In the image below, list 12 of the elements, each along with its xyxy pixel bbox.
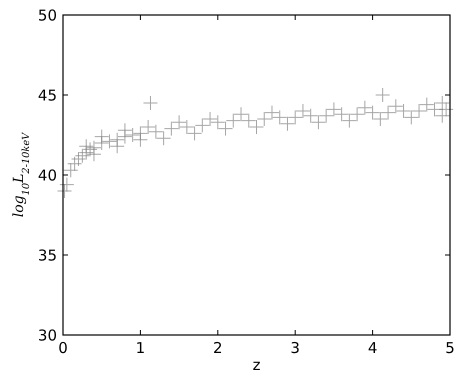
x-tick-label: 4 xyxy=(368,339,378,357)
x-tick-label: 0 xyxy=(58,339,68,357)
x-axis-title: z xyxy=(252,356,261,374)
x-tick-label: 3 xyxy=(290,339,300,357)
y-tick-label: 50 xyxy=(38,6,57,24)
x-tick-label: 2 xyxy=(213,339,223,357)
x-tick-label: 1 xyxy=(136,339,146,357)
y-tick-label: 45 xyxy=(38,86,57,104)
y-tick-label: 35 xyxy=(38,246,57,264)
y-tick-label: 30 xyxy=(38,326,57,344)
x-tick-label: 5 xyxy=(445,339,455,357)
y-tick-label: 40 xyxy=(38,166,57,184)
